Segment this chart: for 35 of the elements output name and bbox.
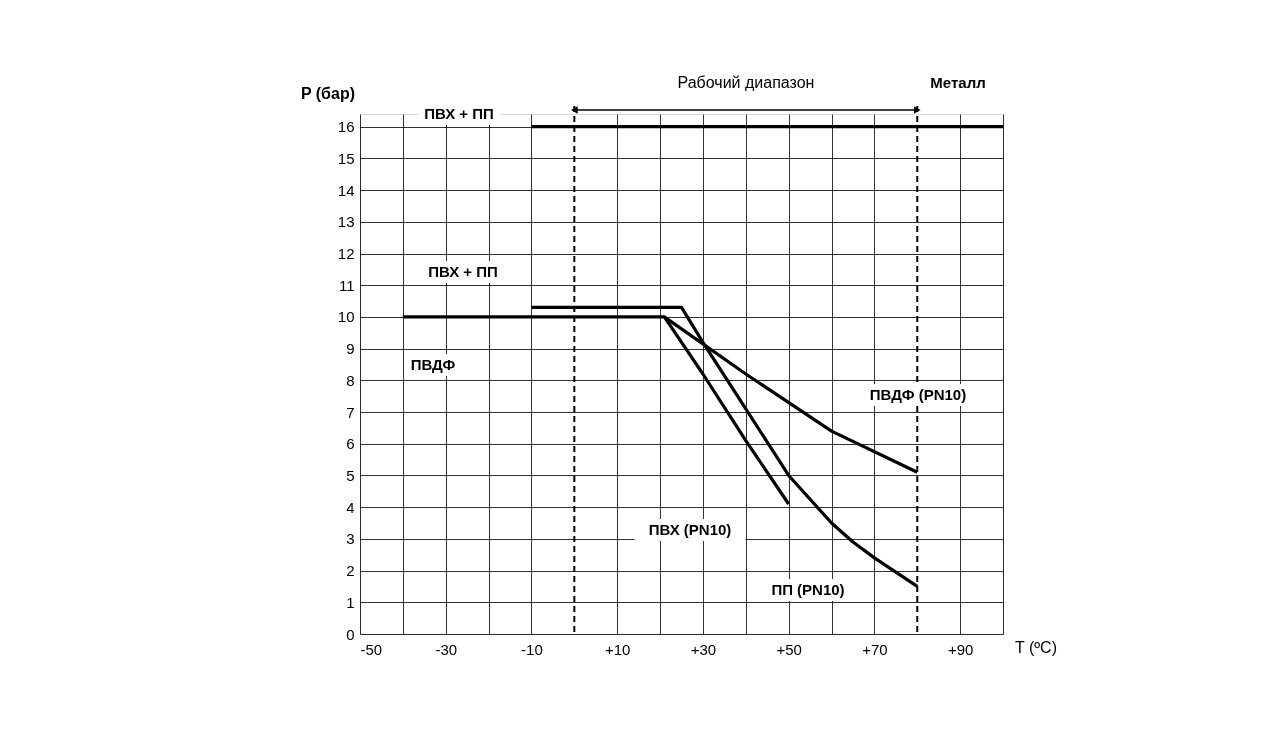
y-tick-label: 1 <box>346 593 355 611</box>
y-tick-label: 5 <box>346 466 355 484</box>
y-tick-label: 7 <box>346 403 355 421</box>
y-tick-label: 8 <box>346 371 355 389</box>
x-tick-label: -10 <box>521 640 543 658</box>
y-tick-label: 13 <box>337 213 355 231</box>
annotation: ПВХ + ПП <box>424 105 494 122</box>
x-axis-title: T (ºC) <box>1015 639 1057 656</box>
y-tick-label: 4 <box>346 498 355 516</box>
y-tick-label: 15 <box>337 149 355 167</box>
y-tick-label: 14 <box>337 181 355 199</box>
y-tick-label: 16 <box>337 118 355 136</box>
x-tick-label: +90 <box>947 640 974 658</box>
annotation: ПВХ (PN10) <box>648 521 732 538</box>
y-tick-label: 2 <box>346 562 355 580</box>
x-tick-label: +30 <box>690 640 717 658</box>
y-tick-label: 0 <box>346 625 355 643</box>
y-tick-label: 6 <box>346 435 355 453</box>
y-tick-label: 11 <box>338 276 355 294</box>
text: Металл <box>930 74 986 91</box>
x-tick-label: +10 <box>604 640 631 658</box>
annotation: ПВДФ (PN10) <box>869 386 967 403</box>
annotation: ПВДФ <box>410 356 456 373</box>
y-axis-title: P (бар) <box>300 85 355 102</box>
y-tick-label: 3 <box>346 530 355 548</box>
annotation: ПП (PN10) <box>771 581 845 598</box>
text: Рабочий диапазон <box>677 74 815 91</box>
y-tick-label: 10 <box>337 308 355 326</box>
x-tick-label: -30 <box>435 640 458 658</box>
x-tick-label: +50 <box>776 640 802 658</box>
y-tick-label: 9 <box>346 340 355 358</box>
y-tick-label: 12 <box>337 245 355 263</box>
x-tick-label: -50 <box>360 640 383 658</box>
x-tick-label: +70 <box>862 640 888 658</box>
annotation: ПВХ + ПП <box>428 263 498 280</box>
